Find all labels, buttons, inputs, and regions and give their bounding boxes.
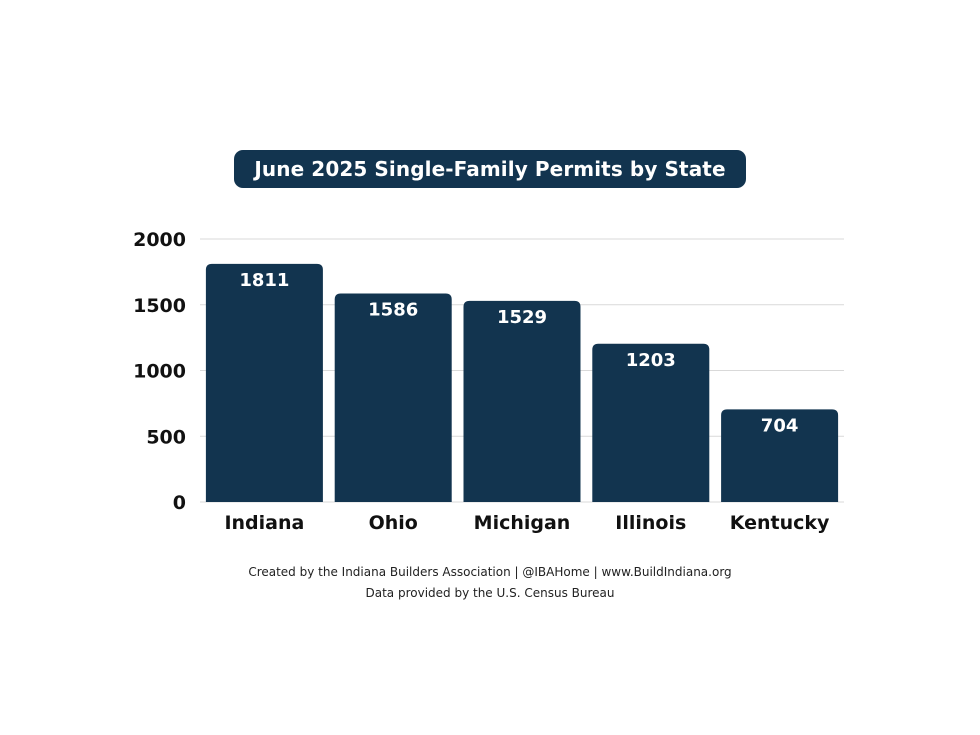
bar-indiana: [205, 263, 323, 502]
bar-illinois: [592, 343, 710, 502]
y-tick-label: 1500: [133, 295, 186, 317]
footer-source: Data provided by the U.S. Census Bureau: [365, 586, 615, 600]
y-tick-label: 0: [173, 492, 186, 514]
y-tick-label: 1000: [133, 361, 186, 383]
bar-ohio: [334, 293, 452, 502]
x-tick-label: Illinois: [615, 512, 686, 534]
data-label-ohio: 1586: [368, 299, 418, 320]
x-tick-label: Kentucky: [730, 512, 830, 534]
y-tick-label: 500: [146, 426, 186, 448]
bar-kentucky: [721, 409, 839, 502]
x-axis: Indiana Ohio Michigan Illinois Kentucky: [224, 512, 830, 534]
x-tick-label: Ohio: [369, 512, 418, 534]
y-axis: 0 500 1000 1500 2000: [133, 229, 186, 514]
y-tick-label: 2000: [133, 229, 186, 251]
data-label-illinois: 1203: [626, 350, 676, 371]
footer-credit: Created by the Indiana Builders Associat…: [248, 565, 732, 579]
x-tick-label: Michigan: [474, 512, 571, 534]
data-labels: 1811 1586 1529 1203 704: [239, 270, 798, 437]
bar-michigan: [463, 300, 581, 502]
chart-title: June 2025 Single-Family Permits by State: [234, 150, 746, 188]
data-label-michigan: 1529: [497, 307, 547, 328]
bars: [205, 263, 839, 502]
data-label-indiana: 1811: [239, 270, 289, 291]
x-tick-label: Indiana: [224, 512, 304, 534]
data-label-kentucky: 704: [761, 415, 799, 436]
